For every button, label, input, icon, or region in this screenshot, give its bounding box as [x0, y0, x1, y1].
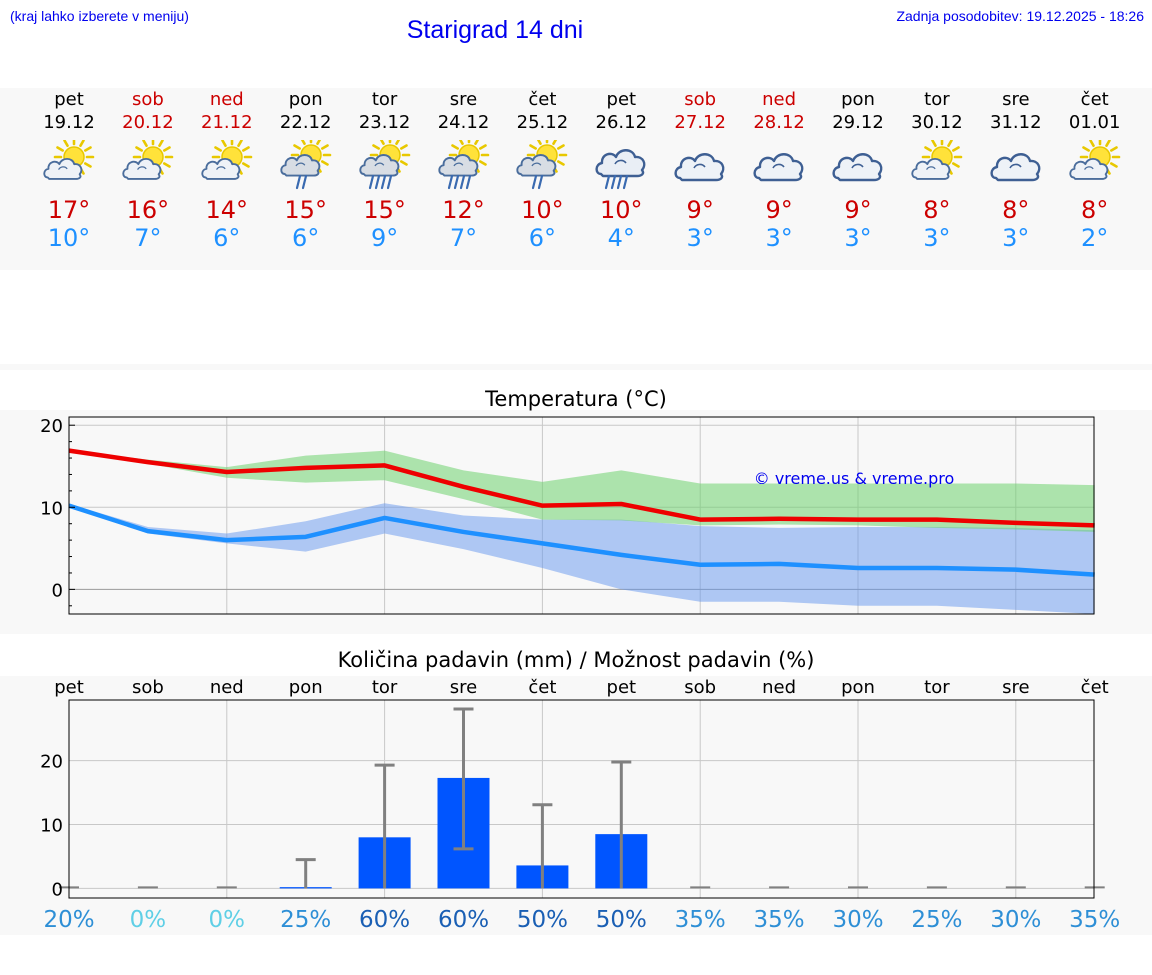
- day-forecast: tor 23.12 15° 9°: [346, 88, 424, 252]
- min-temperature: 9°: [370, 224, 399, 252]
- cloud-icon: [832, 153, 883, 182]
- day-forecast: pon 29.12 9° 3°: [819, 88, 897, 252]
- day-name: pon: [288, 89, 323, 110]
- daily-forecast: pet 19.12 17° 10° sob 20.12 16° 7° ned 21.12 14…: [0, 88, 1152, 270]
- day-name: sre: [1002, 89, 1030, 110]
- day-date: 24.12: [437, 112, 490, 133]
- cloud-icon: [990, 153, 1041, 182]
- sun-cloud-icon: [911, 140, 963, 180]
- temperature-band: [0, 410, 1152, 634]
- min-temperature: 10°: [47, 224, 91, 252]
- max-temperature: 8°: [1002, 196, 1030, 224]
- sun-cloud-icon: [122, 140, 174, 180]
- cloud-rain-icon: [595, 149, 646, 190]
- sun-cloud-rain-icon: [437, 140, 489, 190]
- sun-cloud-rain-icon: [358, 140, 410, 190]
- day-forecast: tor 30.12 8° 3°: [898, 88, 976, 252]
- day-forecast: ned 21.12 14° 6°: [188, 88, 266, 252]
- day-name: ned: [762, 89, 797, 110]
- forecast-band: [0, 88, 1152, 270]
- precipitation-chart-title: Količina padavin (mm) / Možnost padavin …: [337, 648, 815, 672]
- max-temperature: 9°: [765, 196, 793, 224]
- min-temperature: 3°: [844, 224, 872, 252]
- sun-cloud-icon: [201, 140, 253, 180]
- max-temperature: 17°: [47, 196, 91, 224]
- day-date: 26.12: [595, 112, 648, 133]
- day-forecast: čet 01.01 8° 2°: [1056, 88, 1134, 252]
- cloud-icon: [674, 153, 725, 182]
- max-temperature: 15°: [284, 196, 327, 224]
- day-date: 29.12: [832, 112, 884, 133]
- min-temperature: 2°: [1081, 224, 1109, 252]
- day-forecast: pet 19.12 17° 10°: [30, 88, 108, 252]
- max-temperature: 10°: [521, 196, 564, 224]
- day-date: 28.12: [753, 112, 805, 133]
- precipitation-band: [0, 676, 1152, 935]
- day-name: tor: [371, 89, 398, 110]
- day-forecast: sob 27.12 9° 3°: [661, 88, 739, 252]
- day-forecast: sre 24.12 12° 7°: [425, 88, 503, 252]
- day-forecast: sre 31.12 8° 3°: [977, 88, 1055, 252]
- day-date: 22.12: [279, 112, 332, 133]
- day-date: 01.01: [1068, 112, 1121, 133]
- max-temperature: 9°: [686, 196, 714, 224]
- day-name: sob: [684, 89, 717, 110]
- max-temperature: 10°: [600, 196, 643, 224]
- max-temperature: 9°: [844, 196, 872, 224]
- min-temperature: 6°: [292, 224, 320, 252]
- location-menu-link[interactable]: (kraj lahko izberete v meniju): [10, 8, 189, 24]
- day-name: pon: [841, 89, 875, 110]
- day-name: sob: [131, 89, 164, 110]
- max-temperature: 16°: [126, 196, 170, 224]
- sun-cloud-icon: [1069, 140, 1120, 180]
- day-date: 20.12: [122, 112, 174, 133]
- day-date: 27.12: [674, 112, 726, 133]
- day-forecast: čet 25.12 10° 6°: [503, 88, 581, 252]
- day-name: tor: [924, 89, 950, 110]
- min-temperature: 6°: [213, 224, 241, 252]
- max-temperature: 8°: [923, 196, 951, 224]
- min-temperature: 7°: [449, 224, 478, 252]
- max-temperature: 15°: [363, 196, 406, 224]
- day-date: 23.12: [358, 112, 411, 133]
- day-name: sre: [449, 89, 478, 110]
- min-temperature: 3°: [765, 224, 793, 252]
- page-title: Starigrad 14 dni: [406, 16, 584, 44]
- min-temperature: 3°: [1002, 224, 1030, 252]
- min-temperature: 3°: [686, 224, 714, 252]
- sun-cloud-light-rain-icon: [280, 140, 331, 190]
- day-date: 19.12: [43, 112, 95, 133]
- min-temperature: 7°: [134, 224, 162, 252]
- min-temperature: 4°: [607, 224, 635, 252]
- day-name: ned: [209, 89, 244, 110]
- day-name: pet: [54, 89, 84, 110]
- last-update: Zadnja posodobitev: 19.12.2025 - 18:26: [896, 8, 1144, 24]
- day-date: 31.12: [990, 112, 1042, 133]
- day-name: pet: [606, 89, 637, 110]
- sun-cloud-light-rain-icon: [516, 140, 568, 190]
- day-forecast: sob 20.12 16° 7°: [109, 88, 187, 252]
- cloud-icon: [753, 153, 804, 182]
- day-date: 21.12: [201, 112, 253, 133]
- min-temperature: 3°: [923, 224, 951, 252]
- day-forecast: ned 28.12 9° 3°: [740, 88, 818, 252]
- day-date: 30.12: [911, 112, 963, 133]
- day-forecast: pon 22.12 15° 6°: [267, 88, 345, 252]
- day-date: 25.12: [516, 112, 569, 133]
- sun-cloud-icon: [43, 140, 95, 180]
- temperature-chart-title: Temperatura (°C): [485, 387, 667, 411]
- day-name: čet: [528, 89, 557, 110]
- max-temperature: 14°: [205, 196, 249, 224]
- max-temperature: 12°: [442, 196, 485, 224]
- min-temperature: 6°: [528, 224, 557, 252]
- max-temperature: 8°: [1081, 196, 1109, 224]
- divider-band: [0, 364, 1152, 370]
- day-forecast: pet 26.12 10° 4°: [582, 88, 660, 252]
- day-name: čet: [1080, 89, 1109, 110]
